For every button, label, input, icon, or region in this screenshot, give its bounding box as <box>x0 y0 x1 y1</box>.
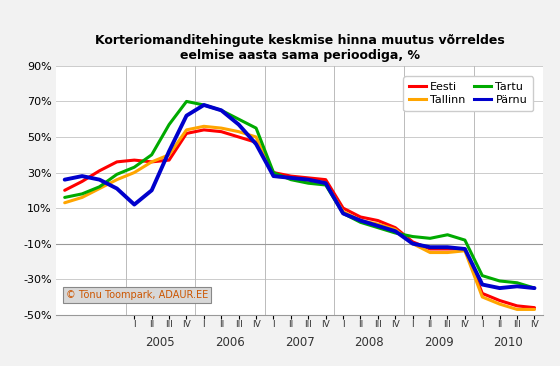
Title: Korteriomanditehingute keskmise hinna muutus võrreldes
eelmise aasta sama perioo: Korteriomanditehingute keskmise hinna mu… <box>95 34 505 62</box>
Legend: Eesti, Tallinn, Tartu, Pärnu: Eesti, Tallinn, Tartu, Pärnu <box>403 76 533 111</box>
Text: © Tõnu Toompark, ADAUR.EE: © Tõnu Toompark, ADAUR.EE <box>66 290 208 300</box>
